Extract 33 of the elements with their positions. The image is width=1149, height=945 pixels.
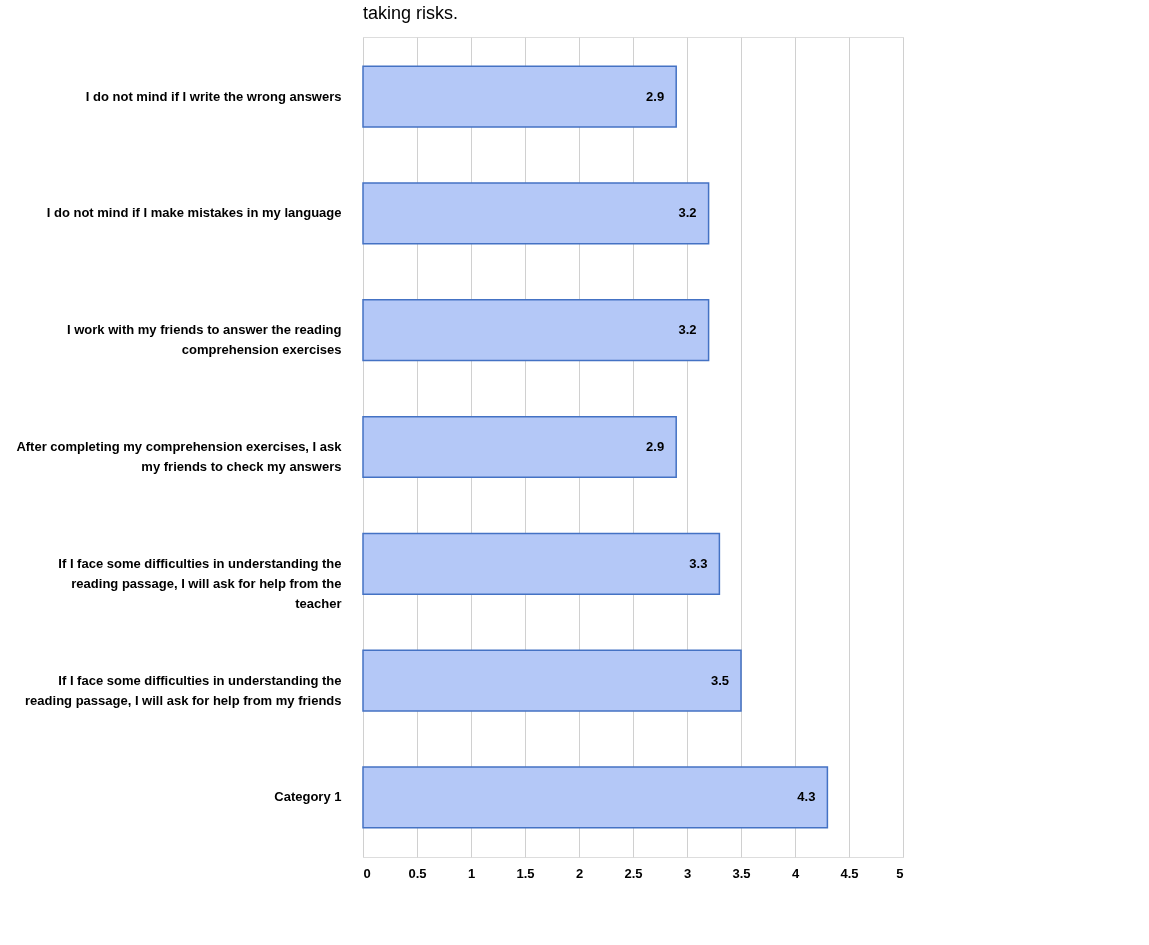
x-tick-label: 4.5 <box>840 865 859 881</box>
bar <box>362 532 721 595</box>
y-tick-label: Category 1 <box>274 789 342 805</box>
bar <box>362 182 710 245</box>
data-label: 3.5 <box>710 672 729 688</box>
y-tick-label: I work with my friends to answer the reading comprehension exercises <box>67 322 342 358</box>
bar <box>362 65 677 128</box>
data-label: 2.9 <box>646 88 665 104</box>
y-tick-label: If I face some difficulties in understanding the reading passage, I will ask for help from the teacher <box>58 555 342 611</box>
x-tick-label: 5 <box>896 865 904 881</box>
data-label: 3.2 <box>678 205 697 221</box>
y-tick-label: After completing my comprehension exercises, I ask my friends to check my answers <box>16 439 343 474</box>
data-label: 3.3 <box>689 555 708 571</box>
bar <box>362 766 829 829</box>
x-tick-label: 2.5 <box>624 865 643 881</box>
y-tick-label: I do not mind if I write the wrong answers <box>85 88 342 104</box>
x-tick-label: 1.5 <box>516 865 535 881</box>
x-tick-label: 0 <box>363 865 371 881</box>
x-tick-label: 1 <box>467 865 476 881</box>
data-label: 4.3 <box>797 789 816 805</box>
data-label: 2.9 <box>646 439 665 454</box>
x-tick-label: 4 <box>791 865 800 881</box>
bar <box>362 649 742 712</box>
bar <box>362 415 677 479</box>
x-tick-label: 3 <box>683 865 692 881</box>
data-label: 3.2 <box>678 322 697 338</box>
x-tick-label: 2 <box>575 865 584 881</box>
bar <box>362 299 710 362</box>
y-tick-label: I do not mind if I make mistakes in my language <box>46 205 342 221</box>
x-tick-label: 0.5 <box>408 865 427 881</box>
x-tick-label: 3.5 <box>732 865 751 881</box>
chart-title: taking risks. <box>363 3 459 23</box>
y-tick-label: If I face some difficulties in understanding the reading passage, I will ask for help from my friends <box>25 672 342 708</box>
